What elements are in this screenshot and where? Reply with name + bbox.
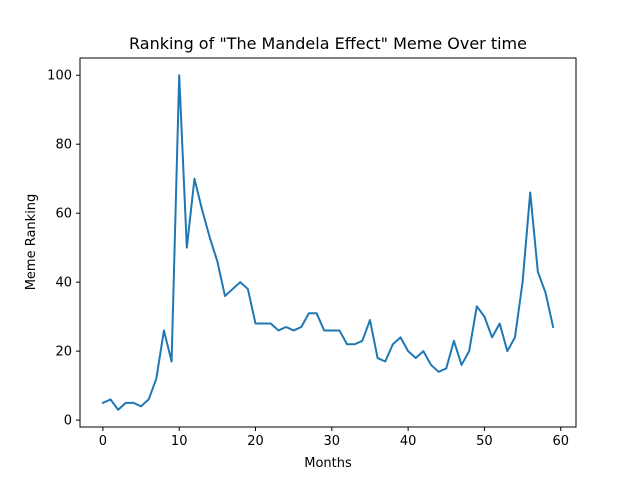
y-tick-label: 20 [55,345,72,360]
y-tick-label: 60 [55,207,72,222]
axes-frame [79,57,577,428]
y-axis-label: Meme Ranking [24,194,39,291]
series-layer [101,74,555,411]
x-tick-label: 50 [476,434,493,449]
x-tick-label: 0 [99,434,107,449]
y-tick-label: 80 [55,138,72,153]
y-tick-label: 0 [64,414,72,429]
x-tick-label: 40 [400,434,417,449]
y-axis-ticks: 0 20 40 60 80 100 [47,69,80,429]
x-tick-label: 30 [324,434,341,449]
y-tick-label: 100 [47,69,72,84]
y-tick-label: 40 [55,276,72,291]
x-axis-ticks: 0 10 20 30 40 50 60 [99,427,569,449]
x-tick-label: 20 [247,434,264,449]
chart-title: Ranking of "The Mandela Effect" Meme Ove… [129,34,527,53]
x-axis-label: Months [304,456,352,471]
x-tick-label: 10 [171,434,188,449]
series-line-0 [101,74,555,411]
x-tick-label: 60 [552,434,569,449]
